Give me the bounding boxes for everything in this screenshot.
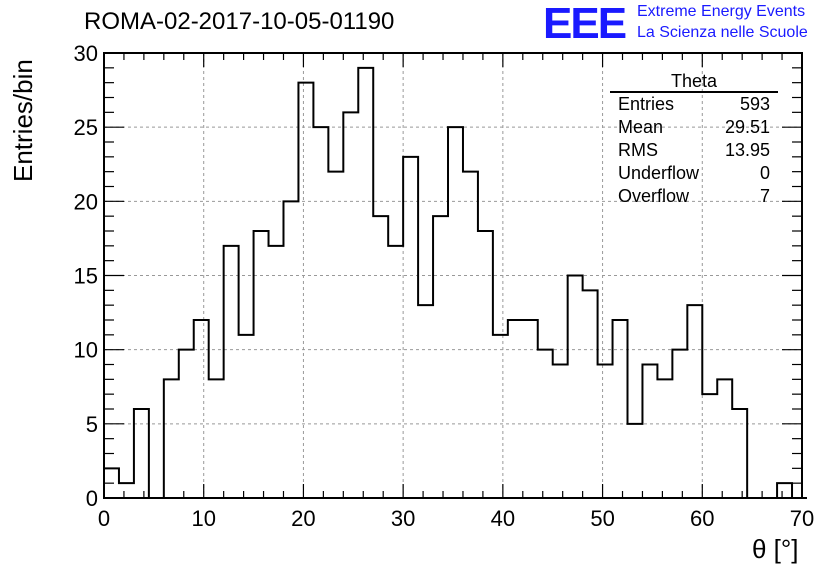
histogram-bar <box>179 350 194 498</box>
eee-logo: EEE <box>543 0 627 48</box>
stats-box: Theta Entries 593 Mean 29.51 RMS 13.95 Unde… <box>610 72 778 208</box>
histogram-bar <box>119 483 134 498</box>
histogram-bar <box>358 68 373 498</box>
stats-label: Overflow <box>618 186 690 206</box>
histogram-bar <box>313 127 328 498</box>
histogram-bar <box>568 276 583 499</box>
stats-row-entries: Entries 593 <box>610 93 778 116</box>
x-tick-label: 10 <box>191 506 215 531</box>
x-tick-label: 40 <box>491 506 515 531</box>
stats-row-underflow: Underflow 0 <box>610 162 778 185</box>
histogram-bar <box>732 409 747 498</box>
histogram-bar <box>583 290 598 498</box>
y-axis-label: Entries/bin <box>8 59 38 182</box>
histogram-bar <box>343 112 358 498</box>
stats-value: 29.51 <box>724 117 770 137</box>
histogram-bar <box>373 216 388 498</box>
histogram-bar <box>403 157 418 498</box>
stats-row-overflow: Overflow 7 <box>610 185 778 208</box>
chart-title: ROMA-02-2017-10-05-01190 <box>84 8 395 35</box>
x-axis-label: θ [°] <box>752 534 799 564</box>
stats-label: Underflow <box>618 163 700 183</box>
histogram-bar <box>433 216 448 498</box>
histogram-bar <box>209 379 224 498</box>
histogram-bar <box>657 379 672 498</box>
x-tick-label: 50 <box>590 506 614 531</box>
histogram-bar <box>508 320 523 498</box>
x-tick-label: 0 <box>98 506 110 531</box>
histogram-bar <box>134 409 149 498</box>
histogram-bar <box>493 335 508 498</box>
histogram-bar <box>478 231 493 498</box>
histogram-bar <box>239 335 254 498</box>
histogram-bar <box>523 320 538 498</box>
histogram-bar <box>613 320 628 498</box>
logo-text-line1: Extreme Energy Events <box>637 3 806 20</box>
stats-value: 13.95 <box>724 140 770 160</box>
histogram-bar <box>463 172 478 498</box>
y-tick-label: 30 <box>74 41 98 66</box>
y-tick-label: 15 <box>74 264 98 289</box>
histogram-bar <box>702 394 717 498</box>
y-tick-label: 0 <box>86 486 98 511</box>
stats-value: 593 <box>739 94 770 114</box>
histogram-outline <box>103 66 807 499</box>
x-tick-label: 70 <box>790 506 814 531</box>
stats-row-mean: Mean 29.51 <box>610 116 778 139</box>
logo-text-line2: La Scienza nelle Scuole <box>637 24 808 41</box>
stats-label: RMS <box>618 140 658 160</box>
stats-value: 0 <box>759 163 770 183</box>
histogram-bar <box>269 246 284 498</box>
histogram-bar <box>777 483 792 498</box>
histogram-bar <box>598 365 613 499</box>
histogram-bar <box>553 365 568 499</box>
histogram-bar <box>194 320 209 498</box>
histogram-bar <box>717 379 732 498</box>
x-tick-label: 20 <box>291 506 315 531</box>
x-tick-label: 60 <box>690 506 714 531</box>
histogram-bar <box>254 231 269 498</box>
histogram-bar <box>298 83 313 498</box>
histogram-bar <box>418 305 433 498</box>
stats-label: Mean <box>618 117 664 137</box>
histogram-bar <box>224 246 239 498</box>
y-tick-label: 20 <box>74 189 98 214</box>
y-tick-label: 5 <box>86 412 98 437</box>
stats-row-rms: RMS 13.95 <box>610 139 778 162</box>
stats-value: 7 <box>759 186 770 206</box>
x-tick-label: 30 <box>391 506 415 531</box>
histogram-bar <box>448 127 463 498</box>
stats-title: Theta <box>610 72 778 93</box>
histogram-bar <box>388 246 403 498</box>
y-tick-label: 25 <box>74 115 98 140</box>
stats-label: Entries <box>618 94 675 114</box>
histogram-bar <box>328 172 343 498</box>
histogram-bar <box>642 365 657 499</box>
histogram-bar <box>687 305 702 498</box>
histogram-bar <box>164 379 179 498</box>
y-tick-label: 10 <box>74 338 98 363</box>
histogram-bar <box>628 424 643 498</box>
